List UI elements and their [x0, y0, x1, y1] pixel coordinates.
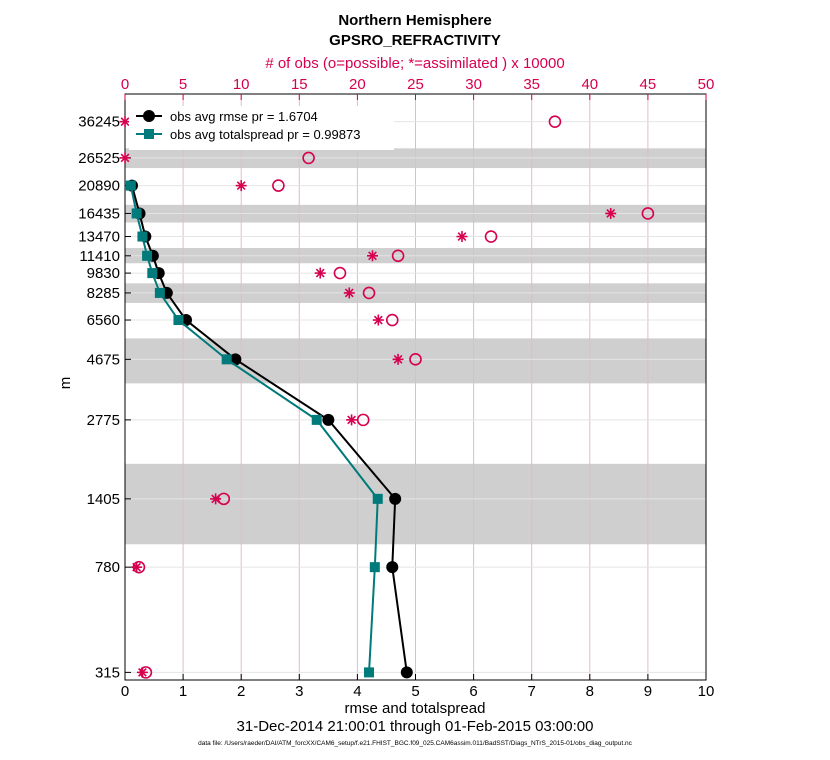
y-tick-label: 16435 — [78, 205, 120, 222]
obs-possible-marker — [356, 413, 370, 427]
x-tick-label: 5 — [411, 683, 419, 700]
top-axis-label: # of obs (o=possible; *=assimilated ) x … — [265, 55, 564, 72]
obs-assimilated-marker — [119, 152, 131, 164]
obs-assimilated-marker — [210, 493, 222, 505]
x-tick-label: 0 — [121, 683, 129, 700]
obs-possible-marker — [385, 313, 399, 327]
totalspread-point — [142, 250, 153, 261]
legend-spread-label: obs avg totalspread pr = 0.99873 — [170, 127, 360, 142]
obs-possible-marker — [272, 179, 285, 192]
legend-rmse-marker — [143, 110, 155, 122]
obs-possible-marker — [641, 207, 655, 220]
series-lines — [125, 179, 413, 679]
totalspread-point — [372, 493, 383, 504]
legend-spread-marker — [144, 129, 154, 139]
totalspread-point — [137, 231, 148, 242]
x-tick-label: 6 — [469, 683, 477, 700]
totalspread-point — [221, 354, 232, 365]
x-tick-label: 10 — [698, 683, 715, 700]
y-tick-label: 11410 — [79, 248, 120, 265]
data-file-footnote: data file: /Users/raeder/DAI/ATM_forcXX/… — [198, 740, 633, 747]
obs-count-markers — [119, 115, 655, 679]
grid-lines — [124, 94, 707, 680]
x-tick-label: 8 — [586, 683, 594, 700]
y-axis-label: m — [57, 377, 74, 390]
totalspread-point — [125, 180, 136, 191]
obs-assimilated-marker — [392, 353, 404, 365]
y-tick-label: 26525 — [78, 150, 120, 167]
totalspread-point — [147, 268, 158, 279]
y-tick-label: 1405 — [87, 491, 120, 508]
x-tick-label: 2 — [237, 683, 245, 700]
y-tick-label: 6560 — [87, 312, 120, 329]
x-tick-label: 9 — [644, 683, 652, 700]
x-tick-label: 3 — [295, 683, 303, 700]
y-tick-label: 9830 — [87, 265, 120, 282]
obs-assimilated-marker — [136, 666, 148, 678]
chart-subtitle: GPSRO_REFRACTIVITY — [329, 32, 501, 49]
obs-assimilated-marker — [456, 231, 468, 243]
top-tick-label: 10 — [233, 76, 250, 93]
obs-possible-marker — [548, 115, 562, 128]
x-tick-label: 7 — [528, 683, 536, 700]
obs-assimilated-marker — [131, 561, 143, 573]
y-tick-label: 2775 — [87, 412, 120, 429]
totalspread-point — [154, 287, 165, 298]
rmse-point — [389, 492, 402, 505]
totalspread-point — [131, 208, 142, 219]
top-tick-label: 45 — [640, 76, 657, 93]
obs-assimilated-marker — [314, 267, 326, 279]
top-tick-label: 15 — [291, 76, 308, 93]
obs-possible-marker — [391, 249, 405, 263]
date-range-label: 31-Dec-2014 21:00:01 through 01-Feb-2015… — [237, 718, 594, 735]
totalspread-point — [369, 562, 380, 573]
legend: obs avg rmse pr = 1.6704 obs avg totalsp… — [129, 106, 394, 150]
top-tick-label: 40 — [581, 76, 598, 93]
top-tick-label: 50 — [698, 76, 715, 93]
obs-assimilated-marker — [343, 287, 355, 299]
obs-assimilated-marker — [605, 207, 617, 219]
rmse-point — [322, 413, 335, 426]
y-tick-label: 20890 — [78, 178, 120, 195]
obs-assimilated-marker — [119, 116, 131, 128]
top-tick-label: 35 — [523, 76, 540, 93]
obs-possible-marker — [409, 353, 422, 366]
x-axis-label: rmse and totalspread — [345, 700, 486, 717]
obs-possible-marker — [302, 151, 315, 165]
totalspread-point — [173, 315, 184, 326]
y-tick-label: 13470 — [78, 229, 120, 246]
totalspread-point — [364, 667, 375, 678]
obs-assimilated-marker — [367, 250, 379, 262]
top-tick-label: 0 — [121, 76, 129, 93]
y-tick-label: 780 — [95, 559, 120, 576]
y-tick-label: 36245 — [78, 114, 120, 131]
obs-possible-marker — [484, 230, 498, 243]
obs-assimilated-marker — [346, 414, 358, 426]
x-tick-label: 4 — [353, 683, 361, 700]
y-tick-label: 8285 — [87, 285, 120, 302]
top-tick-label: 5 — [179, 76, 187, 93]
y-tick-label: 4675 — [87, 351, 120, 368]
axis-ticks: 0 1 2 3 4 5 6 7 8 9 100 5 10 15 20 25 30 35 40 45 5031578014… — [78, 76, 714, 700]
obs-assimilated-marker — [235, 180, 247, 192]
chart-title: Northern Hemisphere — [338, 12, 491, 29]
top-tick-label: 25 — [407, 76, 424, 93]
rmse-point — [386, 561, 399, 574]
obs-assimilated-marker — [372, 314, 384, 326]
top-tick-label: 20 — [349, 76, 366, 93]
legend-rmse-label: obs avg rmse pr = 1.6704 — [170, 109, 318, 124]
y-tick-label: 315 — [95, 664, 120, 681]
top-tick-label: 30 — [465, 76, 482, 93]
obs-possible-marker — [362, 286, 376, 300]
totalspread-point — [311, 414, 322, 425]
rmse-point — [400, 666, 413, 679]
x-tick-label: 1 — [179, 683, 187, 700]
obs-possible-marker — [333, 266, 347, 280]
